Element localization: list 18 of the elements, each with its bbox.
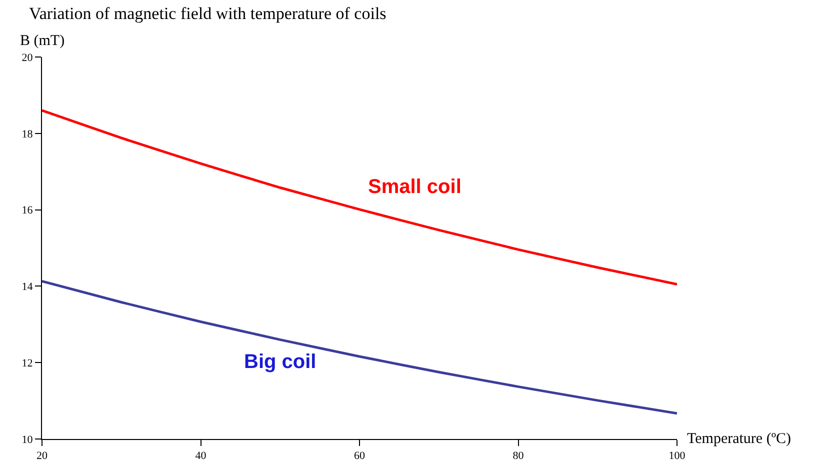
y-axis-title: B (mT)	[20, 33, 65, 49]
x-tick-label: 80	[512, 450, 524, 462]
y-tick-label: 16	[22, 204, 34, 217]
x-axis-title: Temperature (ºC)	[687, 431, 791, 447]
y-tick-label: 10	[22, 434, 34, 446]
y-tick-label: 12	[22, 357, 33, 370]
y-tick-label: 20	[22, 52, 34, 64]
y-tick-label: 18	[22, 128, 34, 140]
series-label: Big coil	[244, 351, 316, 373]
x-tick-label: 40	[195, 450, 207, 462]
y-tick-label: 14	[22, 281, 34, 294]
x-tick-label: 20	[36, 450, 48, 462]
line-series	[42, 109, 677, 286]
x-tick-label: 100	[668, 450, 686, 462]
line-series	[42, 280, 677, 415]
chart-title: Variation of magnetic field with temperature of coils	[28, 4, 386, 24]
x-tick-label: 60	[354, 450, 366, 462]
series-label: Small coil	[368, 176, 462, 198]
